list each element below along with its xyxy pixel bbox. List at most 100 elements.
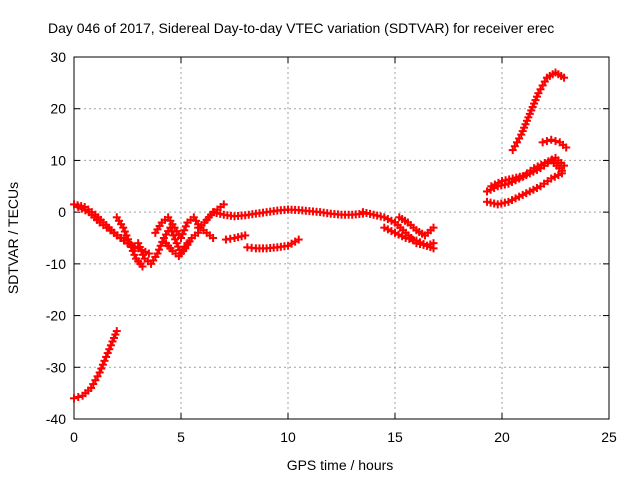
data-point: [557, 71, 566, 80]
data-point: [178, 230, 187, 239]
data-point: [97, 364, 106, 373]
data-point: [105, 345, 114, 354]
data-point: [522, 189, 531, 198]
data-point: [259, 244, 268, 253]
data-point: [139, 250, 148, 259]
data-point: [505, 175, 514, 184]
data-point: [532, 92, 541, 101]
data-point: [398, 232, 407, 241]
data-point: [269, 207, 278, 216]
data-point: [237, 211, 246, 220]
data-point: [197, 221, 206, 230]
data-point: [135, 243, 144, 252]
data-point: [333, 210, 342, 219]
chart-title: Day 046 of 2017, Sidereal Day-to-day VTE…: [48, 20, 554, 36]
data-point: [537, 160, 546, 169]
data-point: [216, 209, 225, 218]
data-point: [344, 210, 353, 219]
data-point: [155, 245, 164, 254]
data-point: [185, 237, 194, 246]
data-point: [490, 199, 499, 208]
data-point: [301, 206, 310, 215]
data-point: [538, 138, 547, 147]
data-point: [120, 227, 129, 236]
data-point: [130, 250, 139, 259]
data-point: [93, 215, 102, 224]
x-axis-label: GPS time / hours: [287, 457, 394, 473]
data-point: [124, 235, 133, 244]
data-point: [70, 394, 78, 403]
x-tick-label: 15: [387, 429, 403, 445]
y-tick-label: 20: [50, 101, 66, 117]
data-point: [408, 235, 417, 244]
data-point: [111, 330, 120, 339]
data-point: [136, 259, 145, 268]
data-point: [387, 227, 396, 236]
data-point: [226, 234, 235, 243]
data-point: [494, 178, 503, 187]
data-point: [400, 216, 409, 225]
data-point: [543, 177, 552, 186]
data-point: [259, 208, 268, 217]
data-point: [366, 209, 375, 218]
data-point: [156, 241, 165, 250]
data-point: [117, 220, 126, 229]
data-point: [122, 231, 131, 240]
data-point: [190, 231, 199, 240]
data-point: [84, 386, 93, 395]
data-points: [70, 68, 571, 403]
data-point: [387, 216, 396, 225]
data-point: [98, 360, 107, 369]
data-point: [158, 237, 167, 246]
data-point: [419, 240, 428, 249]
data-point: [555, 164, 564, 173]
data-point: [511, 194, 520, 203]
data-point: [542, 137, 551, 146]
data-point: [74, 393, 83, 402]
data-point: [248, 210, 257, 219]
data-point: [524, 113, 533, 122]
data-point: [128, 246, 137, 255]
data-point: [113, 231, 122, 240]
data-point: [558, 140, 567, 149]
data-point: [204, 213, 213, 222]
plot-frame: [73, 56, 610, 420]
y-tick-label: 10: [50, 152, 66, 168]
data-point: [81, 206, 90, 215]
data-point: [269, 243, 278, 252]
y-tick-label: -30: [46, 359, 66, 375]
data-point: [291, 205, 300, 214]
data-point: [199, 226, 208, 235]
data-point: [554, 171, 563, 180]
data-point: [93, 372, 102, 381]
data-point: [500, 198, 509, 207]
data-point: [179, 246, 188, 255]
data-point: [409, 223, 418, 232]
data-point: [181, 222, 190, 231]
data-point: [134, 239, 143, 248]
data-point: [155, 221, 164, 230]
data-point: [515, 172, 524, 181]
y-tick-label: -10: [46, 256, 66, 272]
data-point: [102, 223, 111, 232]
data-point: [557, 159, 566, 168]
ticks: 0 5 10 15 20 25 -40 -30 -20 -10 0 10 20 30: [46, 49, 617, 445]
x-tick-label: 20: [494, 429, 510, 445]
data-point: [526, 166, 535, 175]
data-point: [226, 211, 235, 220]
x-tick-label: 25: [601, 429, 617, 445]
data-point: [168, 220, 177, 229]
data-point: [100, 356, 109, 365]
data-point: [547, 135, 556, 144]
data-point: [376, 212, 385, 221]
data-point: [426, 243, 435, 252]
data-point: [515, 134, 524, 143]
x-tick-label: 5: [177, 429, 185, 445]
data-point: [247, 243, 256, 252]
data-point: [216, 202, 225, 211]
x-tick-label: 0: [70, 429, 78, 445]
data-point: [540, 77, 549, 86]
data-point: [237, 232, 246, 241]
